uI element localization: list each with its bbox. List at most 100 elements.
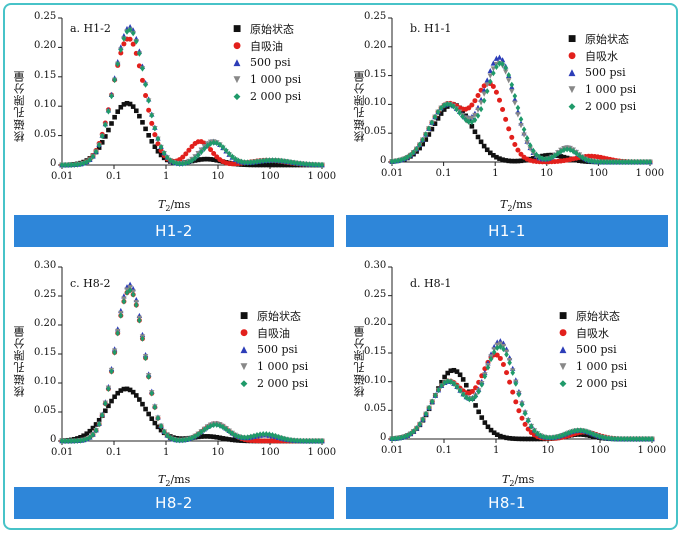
series-point: [304, 161, 309, 168]
series-point: [236, 438, 241, 443]
series-point: [248, 159, 254, 166]
x-tick-label: 1 000: [307, 447, 337, 458]
y-tick-label: 0: [380, 432, 387, 443]
legend-label: 1 000 psi: [250, 73, 302, 86]
series-point: [512, 92, 518, 100]
series-point: [226, 428, 232, 435]
series-point: [506, 78, 512, 84]
series-point: [202, 434, 207, 439]
series-point: [161, 428, 167, 435]
x-tick-label: 1: [163, 171, 170, 182]
series-point: [143, 126, 148, 132]
series-point: [552, 152, 558, 159]
series-point: [96, 417, 102, 423]
series-point: [72, 161, 77, 168]
series-point: [518, 123, 524, 129]
series-point: [395, 435, 401, 442]
series-point: [512, 141, 518, 147]
series-point: [405, 154, 410, 161]
series-point: [484, 82, 490, 88]
series-point: [130, 30, 136, 37]
series-point: [488, 355, 494, 363]
series-point: [597, 433, 602, 440]
series-point: [519, 436, 525, 442]
series-point: [301, 160, 306, 168]
circle-marker-icon: ●: [568, 50, 576, 61]
series-point: [532, 436, 537, 442]
series-point: [546, 155, 551, 162]
series-point: [282, 158, 288, 165]
series-point: [248, 433, 254, 440]
series-point: [463, 382, 469, 388]
series-point: [96, 141, 102, 149]
series-point: [121, 102, 127, 107]
series-point: [214, 434, 220, 440]
series-point: [152, 132, 158, 138]
series-point: [423, 137, 429, 142]
series-point: [158, 152, 164, 158]
series-point: [155, 424, 161, 430]
series-point: [487, 73, 493, 79]
series-point: [546, 152, 551, 158]
series-point: [473, 393, 478, 400]
series-point: [490, 84, 496, 90]
series-point: [609, 435, 615, 442]
series-point: [146, 411, 151, 417]
y-tick-label: 0.15: [364, 68, 387, 80]
series-point: [643, 435, 649, 443]
series-point: [112, 76, 117, 84]
legend-item: ▼ 1 000 psi: [230, 71, 302, 88]
series-point: [87, 428, 93, 434]
series-point: [140, 120, 145, 125]
triangle-up-marker-icon: ▲: [568, 67, 576, 78]
series-point: [442, 374, 447, 380]
series-point: [491, 152, 496, 158]
legend-label: 2 000 psi: [585, 100, 637, 113]
series-point: [133, 108, 139, 114]
x-tick-label: 10: [540, 168, 554, 179]
series-point: [570, 148, 576, 155]
series-point: [509, 158, 515, 164]
series-point: [294, 160, 300, 167]
legend: ■ 原始状态 ● 自吸水 ▲ 500 psi ▼ 1 000 psi ◆ 2 000 psi: [565, 30, 636, 115]
series-point: [208, 140, 213, 147]
legend-item: ■ 原始状态: [556, 307, 627, 324]
series-point: [68, 437, 74, 445]
series-point: [106, 108, 111, 115]
series-point: [186, 158, 192, 166]
legend-label: 2 000 psi: [257, 377, 309, 390]
series-point: [541, 433, 546, 441]
series-point: [208, 157, 213, 162]
series-point: [90, 431, 96, 438]
series-point: [472, 98, 478, 104]
series-point: [500, 157, 505, 162]
series-point: [441, 107, 447, 112]
x-tick-label: 1: [493, 445, 500, 456]
series-point: [168, 157, 173, 164]
series-point: [530, 156, 536, 161]
series-point: [550, 434, 556, 441]
series-point: [481, 97, 487, 104]
series-point: [580, 158, 585, 164]
series-point: [195, 431, 201, 438]
x-tick-label: 1: [163, 447, 170, 458]
series-point: [473, 403, 478, 408]
series-point: [118, 46, 124, 53]
panel-banner: H1-2: [14, 215, 334, 247]
series-point: [223, 436, 229, 442]
series-point: [62, 437, 68, 445]
series-point: [420, 141, 426, 147]
panel-banner: H8-1: [346, 487, 668, 519]
series-point: [133, 38, 139, 45]
triangle-down-marker-icon: ▼: [568, 84, 576, 95]
series-point: [454, 383, 460, 390]
series-point: [497, 97, 502, 103]
series-point: [282, 162, 288, 168]
legend-item: ▲ 500 psi: [237, 341, 308, 358]
y-tick-label: 0.05: [364, 403, 387, 415]
series-point: [211, 434, 216, 440]
triangle-up-marker-icon: ▲: [559, 344, 567, 355]
series-point: [152, 420, 158, 426]
legend-label: 500 psi: [257, 343, 298, 356]
series-point: [137, 50, 142, 57]
